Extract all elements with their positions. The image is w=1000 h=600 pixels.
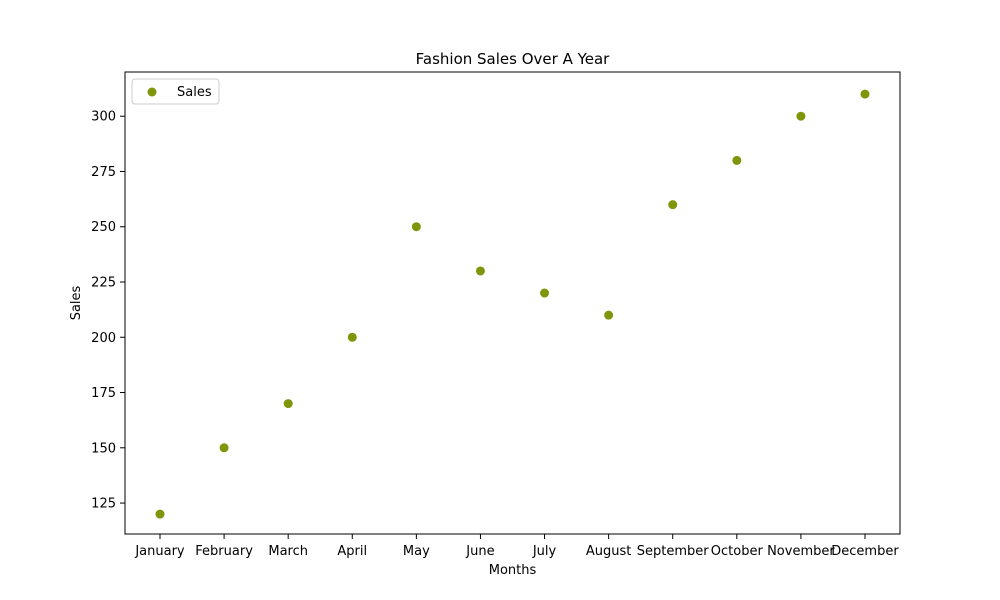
data-points bbox=[155, 89, 870, 519]
x-axis-label: Months bbox=[489, 563, 537, 578]
x-tick-label: September bbox=[637, 544, 710, 559]
legend-box bbox=[131, 78, 220, 105]
y-tick-label: 200 bbox=[91, 331, 116, 346]
y-tick-label: 175 bbox=[91, 386, 116, 401]
data-point bbox=[219, 443, 229, 453]
data-point bbox=[668, 200, 678, 210]
data-point bbox=[604, 310, 614, 320]
data-point bbox=[155, 509, 165, 519]
plot-area bbox=[124, 71, 901, 535]
y-tick-label: 250 bbox=[91, 220, 116, 235]
x-tick-label: May bbox=[403, 544, 430, 559]
data-point bbox=[411, 222, 421, 232]
y-tick-label: 275 bbox=[91, 165, 116, 180]
y-tick-label: 125 bbox=[91, 497, 116, 512]
y-axis-ticks: 125 150 175 200 225 250 275 300 bbox=[91, 110, 125, 512]
chart-title: Fashion Sales Over A Year bbox=[416, 50, 611, 68]
x-axis-ticks: January February March April May June July Augu… bbox=[134, 534, 899, 559]
legend-marker bbox=[147, 87, 157, 97]
x-tick-label: June bbox=[465, 544, 494, 559]
x-tick-label: December bbox=[831, 544, 899, 559]
data-point bbox=[860, 89, 870, 99]
data-point bbox=[283, 399, 293, 409]
x-tick-label: April bbox=[337, 544, 367, 559]
data-point bbox=[796, 111, 806, 121]
data-point bbox=[347, 332, 357, 342]
data-point bbox=[475, 266, 485, 276]
x-tick-label: July bbox=[532, 544, 557, 559]
legend: Sales bbox=[131, 78, 220, 105]
x-tick-label: February bbox=[195, 544, 253, 559]
y-tick-label: 300 bbox=[91, 110, 116, 125]
x-tick-label: October bbox=[711, 544, 764, 559]
x-tick-label: November bbox=[767, 544, 835, 559]
x-tick-label: March bbox=[268, 544, 308, 559]
y-axis-label: Sales bbox=[69, 285, 84, 320]
y-tick-label: 150 bbox=[91, 441, 116, 456]
data-point bbox=[540, 288, 550, 298]
x-tick-label: January bbox=[134, 544, 185, 559]
x-tick-label: August bbox=[586, 544, 632, 559]
y-tick-label: 225 bbox=[91, 276, 116, 291]
data-point bbox=[732, 155, 742, 165]
legend-label: Sales bbox=[177, 85, 212, 100]
